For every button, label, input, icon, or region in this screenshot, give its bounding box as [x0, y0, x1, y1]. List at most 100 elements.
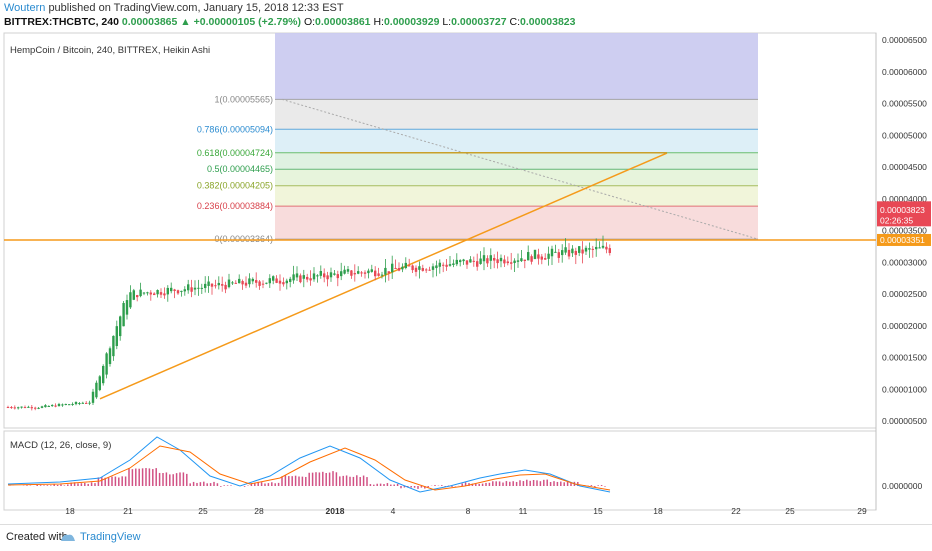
fib-zone-3 [275, 169, 758, 186]
candle-body [221, 284, 224, 286]
candle-body [588, 248, 591, 250]
price-tag-label-1: 0.00003823 [880, 205, 925, 215]
x-tick-label-6: 8 [466, 506, 471, 516]
price-change: +0.00000105 (+2.79%) [193, 16, 302, 28]
candle-body [401, 266, 404, 270]
candle-body [136, 295, 139, 298]
candle-body [190, 287, 193, 292]
candle-body [244, 282, 248, 286]
macd-label: MACD (12, 26, close, 9) [10, 440, 111, 451]
candle-body [68, 404, 71, 406]
low-value: 0.00003727 [451, 16, 507, 28]
fib-zone-0 [275, 99, 758, 130]
candle-body [238, 278, 241, 284]
candle-body [108, 348, 112, 364]
candle-body [289, 278, 292, 282]
candle-body [74, 402, 78, 405]
y-tick-label-3: 0.00005000 [882, 130, 927, 140]
published-text: published on TradingView.com, January 15… [48, 2, 344, 14]
price-tag-label-2: 02:26:35 [880, 215, 913, 225]
candle-body [370, 269, 373, 272]
candle-body [574, 250, 577, 255]
candle-body [557, 252, 560, 258]
price-chart[interactable]: 1(0.00005565) 0.786(0.00005094) 0.618(0.00… [0, 0, 932, 524]
candle-body [299, 275, 302, 283]
candle-body [469, 259, 472, 263]
candle-body [204, 283, 207, 289]
y-tick-label-9: 0.00002000 [882, 321, 927, 331]
author-link[interactable]: Woutern [4, 2, 46, 14]
tradingview-brand[interactable]: TradingView [80, 531, 141, 543]
candle-body [598, 247, 601, 249]
candle-body [61, 404, 64, 406]
candle-body [333, 273, 336, 275]
candle-body [503, 259, 506, 264]
candle-body [153, 293, 156, 296]
candle-body [132, 290, 135, 300]
candle-body [261, 283, 265, 285]
y-tick-label-7: 0.00003000 [882, 257, 927, 267]
candle-body [302, 275, 305, 279]
candle-body [357, 271, 360, 274]
candle-body [102, 365, 105, 384]
candle-body [306, 276, 309, 280]
candle-body [20, 406, 23, 408]
candle-body [187, 284, 190, 291]
candle-body [346, 269, 350, 272]
candle-body [448, 264, 452, 266]
fib-label-2: 0.618(0.00004724) [197, 148, 273, 158]
candle-body [71, 403, 74, 405]
candle-body [268, 278, 271, 284]
candle-body [605, 246, 608, 250]
x-tick-label-5: 4 [391, 506, 396, 516]
x-tick-label-9: 18 [653, 506, 663, 516]
footer: Created with TradingView [0, 524, 932, 551]
candle-body [350, 270, 353, 276]
candle-body [329, 272, 333, 278]
candle-body [275, 278, 278, 283]
candle-body [44, 405, 47, 408]
candle-body [64, 403, 67, 405]
candle-body [54, 405, 57, 407]
y-tick-label-6: 0.00003500 [882, 226, 927, 236]
candle-body [10, 407, 13, 409]
x-tick-label-10: 22 [731, 506, 741, 516]
candle-body [421, 268, 424, 271]
candle-body [516, 260, 520, 262]
candle-body [37, 407, 40, 409]
candle-body [40, 406, 44, 408]
candle-body [486, 258, 489, 264]
candle-body [367, 270, 370, 274]
fib-label-6: 0(0.00003364) [214, 234, 273, 244]
candle-body [428, 269, 431, 271]
candle-body [438, 262, 441, 267]
candle-body [380, 274, 384, 276]
candle-body [166, 287, 169, 295]
candle-body [88, 402, 91, 404]
candle-body [363, 272, 367, 274]
candle-body [510, 262, 513, 264]
candle-body [146, 292, 149, 294]
candle-body [272, 276, 275, 281]
candle-body [418, 266, 421, 270]
candle-body [530, 256, 533, 262]
candle-body [353, 273, 356, 275]
candle-body [241, 281, 244, 285]
candle-body [404, 262, 407, 269]
candle-body [122, 303, 125, 327]
candle-body [537, 254, 540, 259]
fib-label-1: 0.786(0.00005094) [197, 124, 273, 134]
candle-body [30, 407, 33, 409]
candle-body [214, 285, 217, 287]
candle-body [564, 247, 567, 253]
candle-body [231, 282, 234, 284]
candle-body [234, 282, 237, 284]
candle-body [292, 274, 295, 281]
candle-body [316, 275, 319, 277]
candle-body [193, 287, 197, 290]
y-tick-label-2: 0.00005500 [882, 99, 927, 109]
candle-body [482, 255, 486, 262]
candle-body [34, 407, 37, 409]
candle-body [326, 275, 329, 280]
fib-label-5: 0.236(0.00003884) [197, 201, 273, 211]
